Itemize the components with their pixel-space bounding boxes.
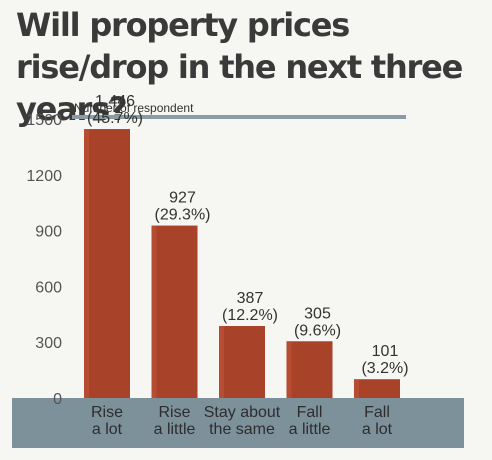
data-label-value: 387 <box>237 290 264 307</box>
y-tick-label: 300 <box>35 335 62 352</box>
y-tick-labels: 0 300 600 900 1200 1500 <box>26 112 62 408</box>
bar-highlight <box>219 326 224 398</box>
x-tick-label: the same <box>209 421 275 438</box>
x-tick-label: a little <box>289 421 331 438</box>
data-label-percent: (12.2%) <box>222 307 278 324</box>
y-axis-title: Number of respondent <box>74 101 194 115</box>
x-tick-label: Rise <box>158 404 190 421</box>
data-labels: 1,446(45.7%) 927(29.3%) 387(12.2%) 305(9.6%… <box>87 93 409 377</box>
x-tick-label: Fall <box>364 404 390 421</box>
bar-highlight <box>354 379 359 398</box>
data-label-percent: (29.3%) <box>154 207 210 224</box>
data-label-value: 305 <box>304 305 331 322</box>
x-tick-label: Rise <box>91 404 123 421</box>
bar <box>84 129 130 398</box>
category-axis-band <box>12 398 464 448</box>
y-tick-label: 900 <box>35 224 62 241</box>
data-label-value: 1,446 <box>95 93 135 110</box>
bar <box>151 225 198 398</box>
bar-highlight <box>151 225 157 398</box>
chart-title: Will property prices rise/drop in the ne… <box>16 6 463 128</box>
bar-highlight <box>84 129 89 398</box>
bar <box>286 341 333 398</box>
y-tick-label: 1500 <box>26 112 62 129</box>
top-rule <box>72 115 406 119</box>
x-tick-label: a little <box>154 421 196 438</box>
y-tick-label: 0 <box>53 391 62 408</box>
x-tick-label: a lot <box>92 421 123 438</box>
bar <box>219 326 265 398</box>
x-tick-label: Stay about <box>204 404 281 421</box>
data-label-percent: (3.2%) <box>361 360 408 377</box>
bar <box>354 379 400 398</box>
data-label-value: 101 <box>372 343 399 360</box>
data-label-percent: (45.7%) <box>87 110 143 127</box>
x-tick-label: a lot <box>362 421 393 438</box>
y-tick-label: 1200 <box>26 168 62 185</box>
data-label-percent: (9.6%) <box>294 322 341 339</box>
bar-highlight <box>286 341 292 398</box>
bars <box>84 129 400 398</box>
data-label-value: 927 <box>169 190 196 207</box>
y-tick-label: 600 <box>35 279 62 296</box>
x-tick-label: Fall <box>297 404 323 421</box>
